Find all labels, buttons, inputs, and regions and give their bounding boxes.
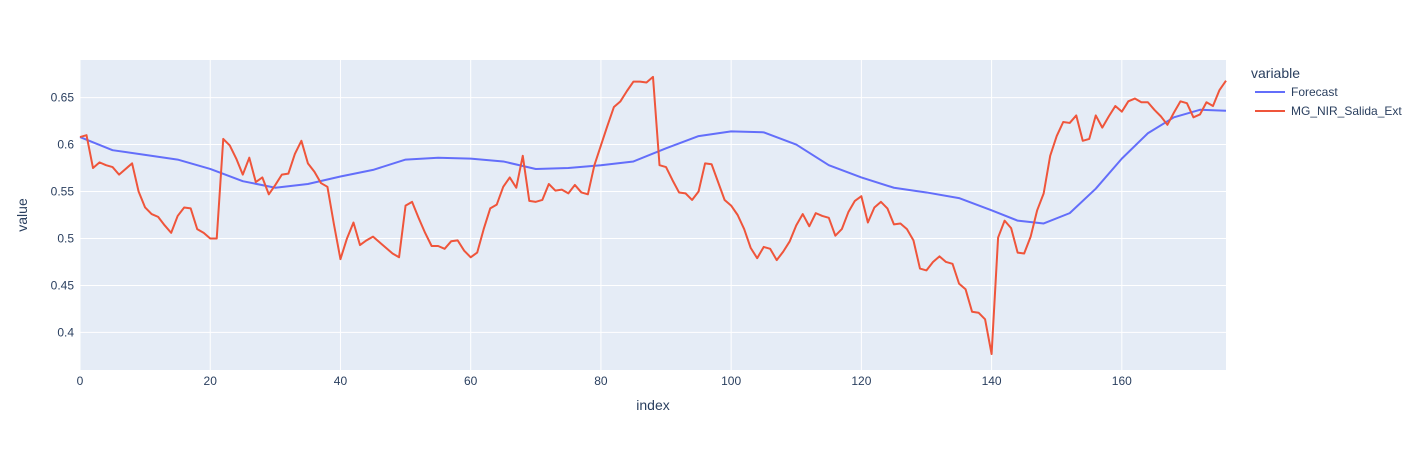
y-tick-label: 0.55 (51, 185, 75, 199)
legend-label: MG_NIR_Salida_Ext (1291, 104, 1402, 118)
y-tick-label: 0.4 (57, 325, 74, 339)
y-tick-label: 0.6 (57, 138, 74, 152)
legend-item-forecast[interactable]: Forecast (1255, 85, 1338, 99)
series-line-forecast[interactable] (79, 108, 1227, 225)
legend-title: variable (1251, 65, 1300, 81)
x-tick-label: 60 (464, 374, 478, 388)
x-tick-label: 140 (982, 374, 1002, 388)
x-tick-label: 80 (594, 374, 608, 388)
y-tick-label: 0.45 (51, 278, 75, 292)
plot-background (80, 60, 1226, 370)
legend-label: Forecast (1291, 85, 1338, 99)
x-tick-label: 100 (721, 374, 741, 388)
grid-lines (79, 60, 1226, 370)
x-tick-label: 0 (77, 374, 84, 388)
y-tick-label: 0.65 (51, 91, 75, 105)
x-tick-label: 20 (204, 374, 218, 388)
legend[interactable]: variable Forecast MG_NIR_Salida_Ext (1251, 65, 1402, 118)
y-axis-title: value (14, 198, 30, 232)
x-tick-label: 40 (334, 374, 348, 388)
series-lines (79, 75, 1227, 356)
y-tick-label: 0.5 (57, 231, 74, 245)
tick-labels: 0 20 40 60 80 100 120 140 160 0.4 0.45 0.5 0.55 0.6 0.… (51, 91, 1133, 388)
series-line-mg-nir-salida-ext[interactable] (79, 75, 1227, 356)
x-tick-label: 120 (851, 374, 871, 388)
x-tick-label: 160 (1112, 374, 1132, 388)
legend-items[interactable]: Forecast MG_NIR_Salida_Ext (1255, 85, 1402, 118)
legend-item-mg-nir-salida-ext[interactable]: MG_NIR_Salida_Ext (1255, 104, 1402, 118)
x-axis-title: index (636, 397, 669, 413)
